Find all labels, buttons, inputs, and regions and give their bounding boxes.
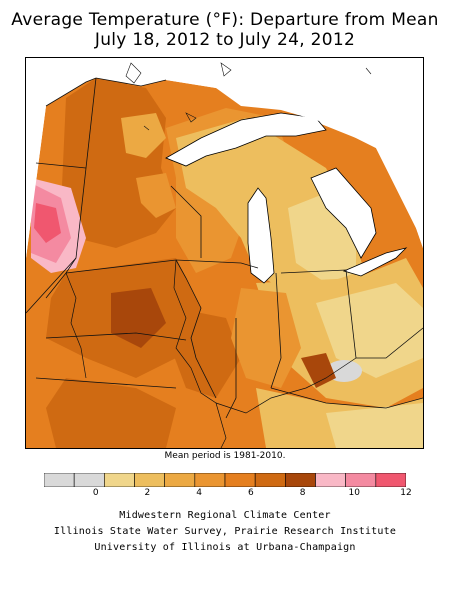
legend-swatch <box>224 473 256 487</box>
lake-huron <box>310 167 377 259</box>
zone-ohio-light <box>316 283 423 378</box>
canada-blank <box>126 58 423 248</box>
zone-kentucky-lighter <box>326 403 423 448</box>
legend-swatch <box>134 473 165 487</box>
legend-swatch <box>345 473 377 487</box>
legend-swatch <box>73 473 105 487</box>
legend-tick-label: 10 <box>348 488 360 498</box>
west-blank <box>26 58 126 258</box>
map-canvas <box>26 58 423 448</box>
legend-swatch <box>254 473 286 487</box>
legend-tick-label: 12 <box>400 488 412 498</box>
lake-superior <box>165 112 327 167</box>
lake-erie <box>342 247 408 277</box>
legend-swatch <box>285 473 316 487</box>
legend-swatch <box>164 473 196 487</box>
zone-ohio-valley-darkest <box>301 353 336 388</box>
zone-iowa-darkest <box>111 288 166 348</box>
credit-mrcc: Midwestern Regional Climate Center <box>119 510 331 521</box>
zone-pink-hot <box>34 203 61 243</box>
zone-illinois-darker <box>171 308 241 398</box>
legend-tick-label: 0 <box>92 488 99 498</box>
map-title-line-2: July 18, 2012 to July 24, 2012 <box>94 30 356 50</box>
legend-tick-label: 6 <box>247 488 254 498</box>
legend-swatch <box>315 473 346 487</box>
coastline-details <box>125 62 372 131</box>
legend-swatch <box>194 473 226 487</box>
zone-mn-light-patch <box>121 113 166 158</box>
legend-tick-label: 4 <box>196 488 202 498</box>
credit-uiuc: University of Illinois at Urbana-Champai… <box>94 542 356 553</box>
legend-swatch <box>44 473 75 487</box>
temperature-departure-map <box>25 57 424 449</box>
credit-isws: Illinois State Water Survey, Prairie Res… <box>53 526 397 537</box>
zone-indiana-mid <box>231 288 301 388</box>
mean-period-note: Mean period is 1981-2010. <box>164 451 286 461</box>
legend-swatch <box>104 473 135 487</box>
zone-missouri-darker <box>46 378 176 448</box>
legend-tick-label: 2 <box>144 488 151 498</box>
rivers <box>65 259 357 448</box>
color-legend <box>44 473 406 487</box>
legend-tick-label: 8 <box>299 488 306 498</box>
zone-mn-light-patch-2 <box>136 173 176 218</box>
map-title-line-1: Average Temperature (°F): Departure from… <box>11 10 439 30</box>
legend-swatch <box>375 473 406 487</box>
lake-michigan <box>247 187 275 284</box>
